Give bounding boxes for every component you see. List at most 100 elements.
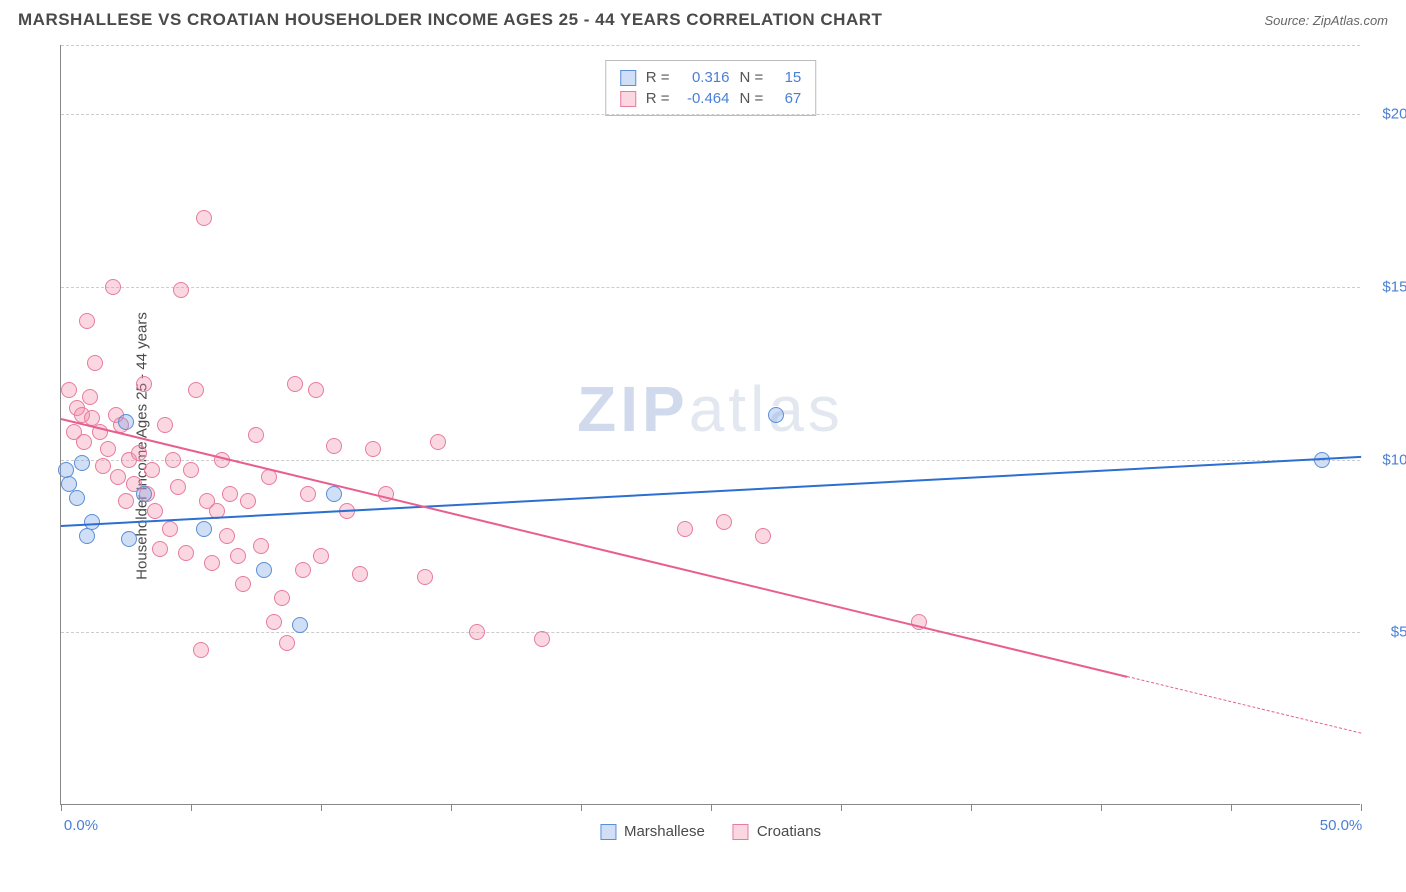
data-point-marshallese xyxy=(136,486,152,502)
data-point-croatians xyxy=(716,514,732,530)
data-point-croatians xyxy=(157,417,173,433)
data-point-croatians xyxy=(95,458,111,474)
data-point-croatians xyxy=(178,545,194,561)
r-label: R = xyxy=(646,69,670,86)
data-point-marshallese xyxy=(84,514,100,530)
data-point-marshallese xyxy=(79,528,95,544)
legend-item-marshallese: Marshallese xyxy=(600,823,705,840)
n-value-marshallese: 15 xyxy=(773,69,801,86)
data-point-croatians xyxy=(755,528,771,544)
x-tick xyxy=(321,804,322,811)
x-tick xyxy=(61,804,62,811)
data-point-croatians xyxy=(173,282,189,298)
data-point-croatians xyxy=(365,441,381,457)
data-point-marshallese xyxy=(121,531,137,547)
data-point-croatians xyxy=(193,642,209,658)
y-tick-label: $100,000 xyxy=(1365,451,1406,468)
data-point-marshallese xyxy=(768,407,784,423)
data-point-croatians xyxy=(222,486,238,502)
y-tick-label: $200,000 xyxy=(1365,106,1406,123)
y-tick-label: $50,000 xyxy=(1365,624,1406,641)
watermark: ZIPatlas xyxy=(577,372,844,446)
data-point-croatians xyxy=(274,590,290,606)
data-point-croatians xyxy=(352,566,368,582)
swatch-marshallese xyxy=(600,824,616,840)
data-point-marshallese xyxy=(196,521,212,537)
data-point-croatians xyxy=(235,576,251,592)
x-tick xyxy=(191,804,192,811)
data-point-croatians xyxy=(295,562,311,578)
regression-line xyxy=(1127,676,1361,734)
n-label: N = xyxy=(740,69,764,86)
data-point-croatians xyxy=(183,462,199,478)
legend-label-croatians: Croatians xyxy=(757,823,821,840)
x-tick-label: 50.0% xyxy=(1320,817,1363,834)
x-tick xyxy=(581,804,582,811)
legend-stats: R = 0.316 N = 15 R = -0.464 N = 67 xyxy=(605,60,817,116)
gridline xyxy=(61,460,1360,461)
data-point-marshallese xyxy=(118,414,134,430)
x-tick xyxy=(1101,804,1102,811)
data-point-croatians xyxy=(469,624,485,640)
data-point-croatians xyxy=(430,434,446,450)
gridline xyxy=(61,632,1360,633)
data-point-croatians xyxy=(266,614,282,630)
data-point-croatians xyxy=(188,382,204,398)
data-point-marshallese xyxy=(326,486,342,502)
r-label: R = xyxy=(646,90,670,107)
chart-title: MARSHALLESE VS CROATIAN HOUSEHOLDER INCO… xyxy=(18,10,882,30)
data-point-croatians xyxy=(196,210,212,226)
data-point-marshallese xyxy=(69,490,85,506)
data-point-croatians xyxy=(76,434,92,450)
data-point-croatians xyxy=(82,389,98,405)
data-point-croatians xyxy=(152,541,168,557)
n-value-croatians: 67 xyxy=(773,90,801,107)
regression-line xyxy=(61,418,1127,678)
data-point-croatians xyxy=(100,441,116,457)
data-point-croatians xyxy=(79,313,95,329)
data-point-croatians xyxy=(534,631,550,647)
data-point-croatians xyxy=(240,493,256,509)
data-point-croatians xyxy=(162,521,178,537)
data-point-croatians xyxy=(248,427,264,443)
data-point-croatians xyxy=(300,486,316,502)
legend-item-croatians: Croatians xyxy=(733,823,821,840)
gridline xyxy=(61,287,1360,288)
data-point-croatians xyxy=(110,469,126,485)
data-point-croatians xyxy=(170,479,186,495)
gridline xyxy=(61,45,1360,46)
legend-stats-row-marshallese: R = 0.316 N = 15 xyxy=(620,67,802,88)
data-point-croatians xyxy=(147,503,163,519)
r-value-croatians: -0.464 xyxy=(680,90,730,107)
gridline xyxy=(61,114,1360,115)
x-tick-label: 0.0% xyxy=(64,817,98,834)
swatch-croatians xyxy=(733,824,749,840)
data-point-croatians xyxy=(230,548,246,564)
data-point-croatians xyxy=(308,382,324,398)
chart-source: Source: ZipAtlas.com xyxy=(1264,13,1388,28)
data-point-croatians xyxy=(417,569,433,585)
data-point-croatians xyxy=(118,493,134,509)
data-point-croatians xyxy=(136,376,152,392)
n-label: N = xyxy=(740,90,764,107)
x-tick xyxy=(1231,804,1232,811)
data-point-croatians xyxy=(144,462,160,478)
data-point-croatians xyxy=(165,452,181,468)
data-point-marshallese xyxy=(292,617,308,633)
legend-stats-row-croatians: R = -0.464 N = 67 xyxy=(620,88,802,109)
legend-series: Marshallese Croatians xyxy=(600,823,821,840)
chart-area: ZIPatlas R = 0.316 N = 15 R = -0.464 N =… xyxy=(60,45,1360,805)
r-value-marshallese: 0.316 xyxy=(680,69,730,86)
y-tick-label: $150,000 xyxy=(1365,278,1406,295)
data-point-marshallese xyxy=(256,562,272,578)
data-point-croatians xyxy=(131,445,147,461)
x-tick xyxy=(451,804,452,811)
x-tick xyxy=(971,804,972,811)
x-tick xyxy=(841,804,842,811)
data-point-croatians xyxy=(87,355,103,371)
swatch-croatians xyxy=(620,91,636,107)
plot-region: ZIPatlas R = 0.316 N = 15 R = -0.464 N =… xyxy=(60,45,1360,805)
data-point-croatians xyxy=(253,538,269,554)
data-point-croatians xyxy=(677,521,693,537)
legend-label-marshallese: Marshallese xyxy=(624,823,705,840)
